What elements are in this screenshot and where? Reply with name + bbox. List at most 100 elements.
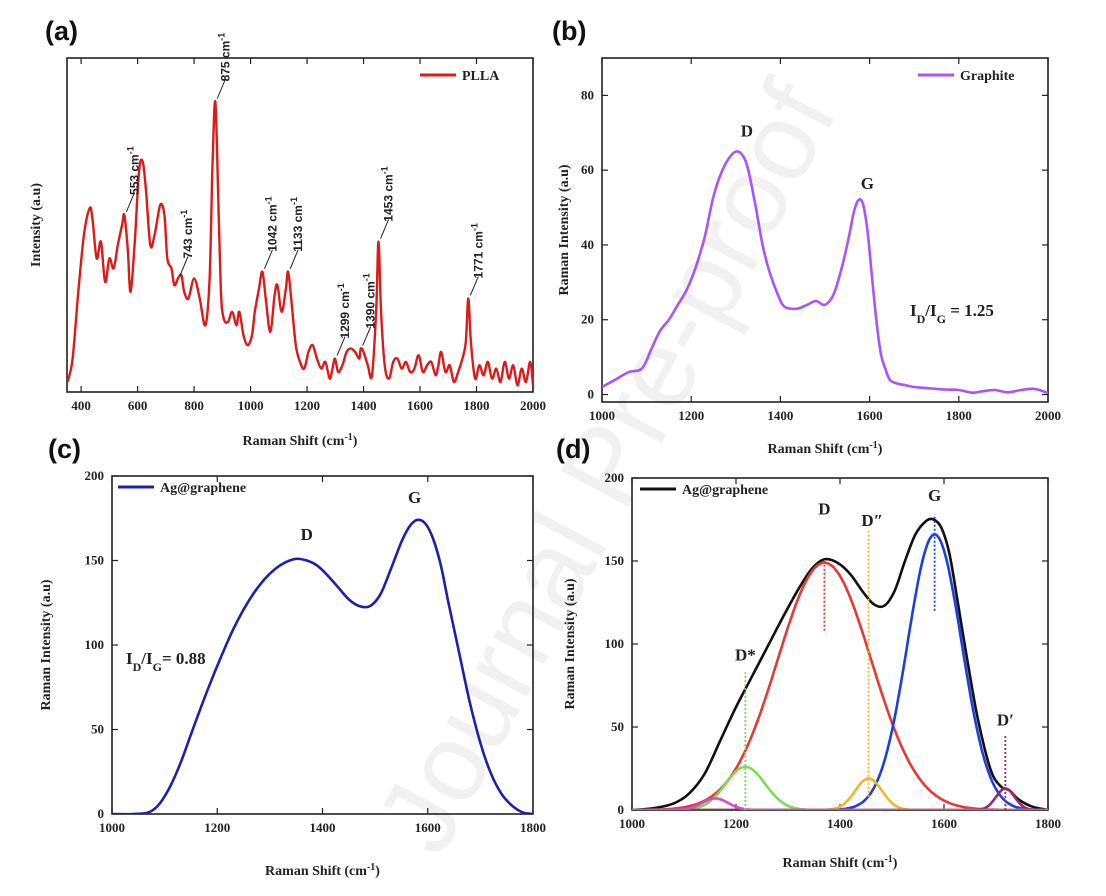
x-tick-label: 1200 xyxy=(723,816,749,831)
x-axis-label: Raman Shift (cm-1) xyxy=(768,440,883,458)
x-tick-label: 600 xyxy=(128,398,148,413)
x-tick-label: 1000 xyxy=(99,820,125,835)
x-tick-label: 1200 xyxy=(204,820,230,835)
x-tick-label: 400 xyxy=(71,398,91,413)
annotation-leader xyxy=(362,326,372,346)
peak-label: D xyxy=(818,500,830,519)
y-axis-label: Intensity (a.u) xyxy=(29,183,44,267)
intensity-ratio: ID/IG = 1.25 xyxy=(910,301,994,326)
series-group xyxy=(112,518,533,814)
panel-label: (a) xyxy=(45,16,78,46)
y-tick-label: 150 xyxy=(605,553,625,568)
x-tick-label: 1200 xyxy=(678,408,704,423)
peak-label: D xyxy=(301,525,313,544)
series-line-ag-graphene xyxy=(112,518,533,814)
annotation-leader xyxy=(179,256,189,276)
panel-label: (c) xyxy=(48,434,81,464)
peak-label: D″ xyxy=(861,511,883,530)
panel-d: (d) 1000 1200 1400 1600 1800 0 50 100 150 200 Raman… xyxy=(556,434,1061,871)
panel-label: (b) xyxy=(552,16,586,46)
annotation-label: 1390 cm-1 xyxy=(362,273,378,328)
peak-label: G xyxy=(928,486,941,505)
x-tick-label: 1800 xyxy=(946,408,972,423)
series-line-ag-graphene xyxy=(632,517,1048,810)
x-tick-label: 1400 xyxy=(310,820,336,835)
y-tick-label: 0 xyxy=(588,387,595,402)
x-tick-label: 1000 xyxy=(589,408,615,423)
x-tick-label: 1800 xyxy=(464,398,490,413)
x-tick-label: 1200 xyxy=(294,398,320,413)
intensity-ratio: ID/IG= 0.88 xyxy=(126,649,206,674)
x-axis-label: Raman Shift (cm-1) xyxy=(783,854,898,872)
x-tick-label: 1400 xyxy=(827,816,853,831)
x-tick-label: 1400 xyxy=(351,398,377,413)
plot-frame xyxy=(601,57,1049,403)
y-tick-label: 60 xyxy=(581,162,594,177)
x-axis-label: Raman Shift (cm-1) xyxy=(243,432,358,450)
x-tick-label: 1000 xyxy=(619,816,645,831)
x-tick-label: 1600 xyxy=(415,820,441,835)
panel-label: (d) xyxy=(556,434,590,464)
annotation-leader xyxy=(216,79,226,99)
legend-label: PLLA xyxy=(462,69,500,84)
y-tick-label: 50 xyxy=(91,722,104,737)
x-tick-label: 1800 xyxy=(1035,816,1061,831)
x-tick-label: 1600 xyxy=(857,408,883,423)
y-tick-label: 0 xyxy=(618,802,625,817)
panel-a: (a) 400 600 800 1000 1200 1400 1600 1800 2000 Rama… xyxy=(29,16,546,449)
y-axis-label: Raman Intensity (a.u) xyxy=(563,578,578,709)
series-line-graphite xyxy=(602,150,1048,395)
annotation-label: 743 cm-1 xyxy=(179,210,195,259)
peak-label: D xyxy=(741,122,753,141)
annotation-leader xyxy=(289,249,299,269)
peak-label: G xyxy=(408,488,421,507)
series-line-d xyxy=(632,561,1048,810)
y-tick-label: 40 xyxy=(581,237,594,252)
series-line-small xyxy=(632,797,1048,810)
legend-label: Graphite xyxy=(960,69,1014,84)
x-tick-label: 1000 xyxy=(238,398,264,413)
peak-label: D′ xyxy=(997,710,1014,729)
series-group xyxy=(632,517,1048,810)
x-tick-label: 1800 xyxy=(520,820,546,835)
x-tick-label: 1600 xyxy=(407,398,433,413)
y-tick-label: 0 xyxy=(98,806,105,821)
y-tick-label: 20 xyxy=(581,312,594,327)
x-tick-label: 1400 xyxy=(767,408,793,423)
annotation-label: 553 cm-1 xyxy=(125,146,141,195)
y-tick-label: 80 xyxy=(581,87,594,102)
panel-c: (c) 1000 1200 1400 1600 1800 0 50 100 150 200 Raman… xyxy=(39,434,546,879)
y-tick-label: 50 xyxy=(611,719,624,734)
series-line-plla xyxy=(67,100,533,387)
annotation-label: 875 cm-1 xyxy=(216,33,232,82)
plot-frame xyxy=(66,57,534,393)
legend-label: Ag@graphene xyxy=(682,483,768,498)
annotation-label: 1453 cm-1 xyxy=(380,166,396,221)
annotation-label: 1299 cm-1 xyxy=(336,283,352,338)
annotation-leader xyxy=(380,219,389,239)
y-tick-label: 150 xyxy=(85,553,105,568)
x-tick-label: 1600 xyxy=(931,816,957,831)
x-axis-label: Raman Shift (cm-1) xyxy=(265,862,380,880)
annotation-leader xyxy=(263,249,273,269)
annotation-label: 1133 cm-1 xyxy=(289,197,305,252)
annotation-label: 1042 cm-1 xyxy=(263,196,279,251)
x-tick-label: 800 xyxy=(184,398,204,413)
legend-label: Ag@graphene xyxy=(160,481,246,496)
y-tick-label: 200 xyxy=(85,468,105,483)
series-line-d- xyxy=(632,777,1048,810)
series-group xyxy=(67,100,533,387)
annotation-leader xyxy=(125,192,135,213)
peak-label: G xyxy=(861,174,874,193)
x-tick-label: 2000 xyxy=(520,398,546,413)
x-tick-label: 2000 xyxy=(1035,408,1061,423)
series-line-d- xyxy=(632,765,1048,810)
y-tick-label: 200 xyxy=(605,470,625,485)
watermark: Journal Pre-proof xyxy=(353,63,861,872)
annotation-leader xyxy=(336,336,346,356)
peak-label: D* xyxy=(735,646,756,665)
series-group xyxy=(602,150,1048,395)
annotation-leader xyxy=(469,276,479,296)
panel-b: (b) 1000 1200 1400 1600 1800 2000 0 20 40 60 80 Rama… xyxy=(552,16,1061,457)
